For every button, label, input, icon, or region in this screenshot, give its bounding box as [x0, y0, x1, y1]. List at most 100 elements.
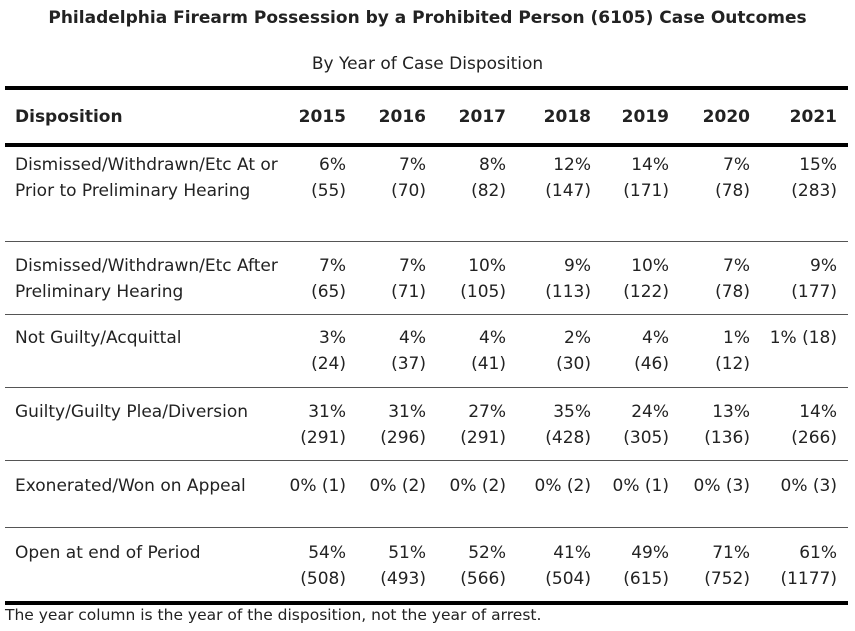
pct-cell: 0% (2) — [449, 476, 506, 496]
pct-cell: 0% (3) — [780, 476, 837, 496]
count-cell: (122) — [623, 282, 669, 302]
pct-cell: 31% — [388, 402, 426, 422]
row-label: Exonerated/Won on Appeal — [15, 476, 246, 496]
pct-cell: 1% — [723, 328, 750, 348]
row-label: Open at end of Period — [15, 543, 201, 563]
pct-cell: 4% — [479, 328, 506, 348]
pct-cell: 54% — [308, 543, 346, 563]
row-divider — [5, 241, 848, 242]
count-cell: (30) — [556, 354, 591, 374]
pct-cell: 13% — [712, 402, 750, 422]
pct-cell: 71% — [712, 543, 750, 563]
pct-cell: 7% — [723, 155, 750, 175]
count-cell: (508) — [300, 569, 346, 589]
count-cell: (46) — [634, 354, 669, 374]
pct-cell: 0% (1) — [612, 476, 669, 496]
pct-cell: 8% — [479, 155, 506, 175]
header-year: 2019 — [621, 107, 669, 127]
count-cell: (70) — [391, 181, 426, 201]
pct-cell: 35% — [553, 402, 591, 422]
pct-cell: 0% (2) — [369, 476, 426, 496]
pct-cell: 10% — [631, 256, 669, 276]
count-cell: (171) — [623, 181, 669, 201]
header-year: 2018 — [543, 107, 591, 127]
header-disposition: Disposition — [15, 107, 123, 127]
pct-cell: 7% — [319, 256, 346, 276]
pct-cell: 52% — [468, 543, 506, 563]
pct-cell: 27% — [468, 402, 506, 422]
count-cell: (12) — [715, 354, 750, 374]
pct-cell: 14% — [631, 155, 669, 175]
count-cell: (65) — [311, 282, 346, 302]
count-cell: (752) — [704, 569, 750, 589]
pct-cell: 6% — [319, 155, 346, 175]
pct-cell: 24% — [631, 402, 669, 422]
top-rule — [5, 86, 848, 90]
pct-cell: 4% — [642, 328, 669, 348]
pct-cell: 7% — [399, 256, 426, 276]
pct-cell: 4% — [399, 328, 426, 348]
count-cell: (78) — [715, 282, 750, 302]
count-cell: (105) — [460, 282, 506, 302]
count-cell: (283) — [791, 181, 837, 201]
count-cell: (24) — [311, 354, 346, 374]
count-cell: (82) — [471, 181, 506, 201]
header-year: 2017 — [458, 107, 506, 127]
pct-cell: 7% — [399, 155, 426, 175]
count-cell: (113) — [545, 282, 591, 302]
pct-cell: 49% — [631, 543, 669, 563]
pct-cell: 0% (2) — [534, 476, 591, 496]
count-cell: (55) — [311, 181, 346, 201]
count-cell: (504) — [545, 569, 591, 589]
count-cell: (291) — [300, 428, 346, 448]
pct-cell: 2% — [564, 328, 591, 348]
row-label: Dismissed/Withdrawn/Etc After Preliminar… — [15, 256, 278, 302]
row-divider — [5, 527, 848, 528]
pct-cell: 0% (3) — [693, 476, 750, 496]
pct-cell: 61% — [799, 543, 837, 563]
pct-cell: 1% (18) — [769, 328, 837, 348]
header-year: 2015 — [298, 107, 346, 127]
row-label: Dismissed/Withdrawn/Etc At or Prior to P… — [15, 155, 278, 201]
pct-cell: 12% — [553, 155, 591, 175]
count-cell: (41) — [471, 354, 506, 374]
count-cell: (71) — [391, 282, 426, 302]
count-cell: (296) — [380, 428, 426, 448]
header-year: 2021 — [789, 107, 837, 127]
bottom-rule — [5, 601, 848, 605]
table-subtitle: By Year of Case Disposition — [311, 54, 544, 74]
pct-cell: 0% (1) — [289, 476, 346, 496]
pct-cell: 31% — [308, 402, 346, 422]
pct-cell: 7% — [723, 256, 750, 276]
pct-cell: 9% — [564, 256, 591, 276]
row-label: Not Guilty/Acquittal — [15, 328, 182, 348]
count-cell: (566) — [460, 569, 506, 589]
pct-cell: 51% — [388, 543, 426, 563]
count-cell: (615) — [623, 569, 669, 589]
pct-cell: 9% — [810, 256, 837, 276]
count-cell: (177) — [791, 282, 837, 302]
count-cell: (147) — [545, 181, 591, 201]
count-cell: (291) — [460, 428, 506, 448]
pct-cell: 10% — [468, 256, 506, 276]
count-cell: (305) — [623, 428, 669, 448]
pct-cell: 15% — [799, 155, 837, 175]
pct-cell: 3% — [319, 328, 346, 348]
row-divider — [5, 314, 848, 315]
count-cell: (266) — [791, 428, 837, 448]
count-cell: (37) — [391, 354, 426, 374]
header-year: 2016 — [378, 107, 426, 127]
pct-cell: 41% — [553, 543, 591, 563]
row-divider — [5, 460, 848, 461]
header-rule — [5, 143, 848, 147]
row-divider — [5, 387, 848, 388]
header-year: 2020 — [702, 107, 750, 127]
count-cell: (78) — [715, 181, 750, 201]
count-cell: (428) — [545, 428, 591, 448]
row-label: Guilty/Guilty Plea/Diversion — [15, 402, 249, 422]
count-cell: (1177) — [780, 569, 837, 589]
table-title: Philadelphia Firearm Possession by a Pro… — [48, 8, 807, 28]
pct-cell: 14% — [799, 402, 837, 422]
footnote: The year column is the year of the dispo… — [5, 606, 542, 624]
count-cell: (136) — [704, 428, 750, 448]
